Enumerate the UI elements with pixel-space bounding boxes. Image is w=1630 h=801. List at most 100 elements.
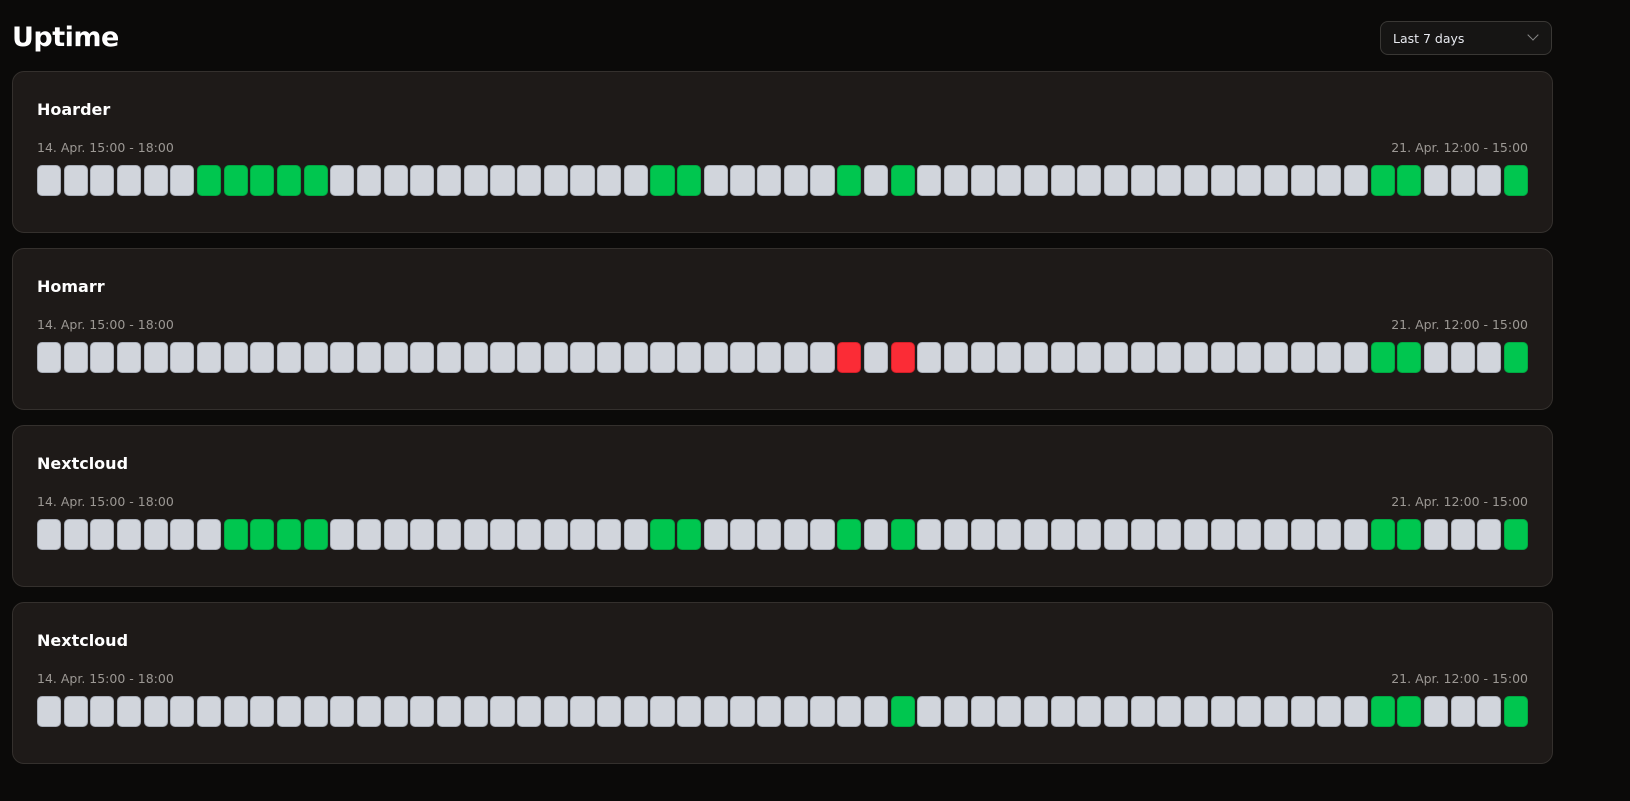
uptime-slot-none[interactable] bbox=[437, 342, 462, 373]
uptime-slot-none[interactable] bbox=[997, 519, 1022, 550]
uptime-slot-none[interactable] bbox=[837, 696, 862, 727]
uptime-slot-none[interactable] bbox=[1210, 696, 1235, 727]
uptime-slot-up[interactable] bbox=[303, 165, 328, 196]
uptime-slot-none[interactable] bbox=[597, 519, 622, 550]
uptime-slot-none[interactable] bbox=[570, 696, 595, 727]
uptime-slot-none[interactable] bbox=[783, 519, 808, 550]
uptime-slot-none[interactable] bbox=[490, 342, 515, 373]
uptime-slot-up[interactable] bbox=[250, 165, 275, 196]
uptime-slot-none[interactable] bbox=[970, 165, 995, 196]
uptime-slot-none[interactable] bbox=[197, 342, 222, 373]
uptime-slot-none[interactable] bbox=[410, 342, 435, 373]
uptime-slot-none[interactable] bbox=[570, 342, 595, 373]
uptime-slot-none[interactable] bbox=[703, 696, 728, 727]
uptime-slot-none[interactable] bbox=[357, 165, 382, 196]
uptime-slot-none[interactable] bbox=[943, 519, 968, 550]
uptime-slot-none[interactable] bbox=[543, 165, 568, 196]
uptime-slot-none[interactable] bbox=[1050, 165, 1075, 196]
uptime-slot-none[interactable] bbox=[90, 342, 115, 373]
uptime-slot-none[interactable] bbox=[970, 696, 995, 727]
uptime-slot-none[interactable] bbox=[303, 342, 328, 373]
uptime-slot-none[interactable] bbox=[90, 519, 115, 550]
uptime-slot-up[interactable] bbox=[277, 519, 302, 550]
uptime-slot-none[interactable] bbox=[570, 165, 595, 196]
uptime-slot-none[interactable] bbox=[517, 342, 542, 373]
uptime-slot-none[interactable] bbox=[730, 165, 755, 196]
uptime-slot-none[interactable] bbox=[383, 696, 408, 727]
uptime-slot-none[interactable] bbox=[783, 165, 808, 196]
uptime-slot-none[interactable] bbox=[703, 165, 728, 196]
uptime-slot-none[interactable] bbox=[623, 696, 648, 727]
uptime-slot-none[interactable] bbox=[623, 165, 648, 196]
uptime-slot-none[interactable] bbox=[757, 519, 782, 550]
uptime-slot-none[interactable] bbox=[1050, 696, 1075, 727]
uptime-slot-none[interactable] bbox=[1130, 696, 1155, 727]
uptime-slot-none[interactable] bbox=[37, 519, 62, 550]
uptime-slot-up[interactable] bbox=[650, 165, 675, 196]
uptime-slot-none[interactable] bbox=[917, 165, 942, 196]
uptime-slot-none[interactable] bbox=[1023, 696, 1048, 727]
uptime-slot-none[interactable] bbox=[970, 342, 995, 373]
uptime-slot-none[interactable] bbox=[1317, 165, 1342, 196]
uptime-slot-none[interactable] bbox=[303, 696, 328, 727]
uptime-slot-none[interactable] bbox=[1343, 519, 1368, 550]
uptime-slot-none[interactable] bbox=[543, 519, 568, 550]
uptime-slot-up[interactable] bbox=[1370, 165, 1395, 196]
uptime-slot-none[interactable] bbox=[1050, 519, 1075, 550]
uptime-slot-none[interactable] bbox=[1103, 696, 1128, 727]
uptime-slot-none[interactable] bbox=[1290, 165, 1315, 196]
uptime-slot-none[interactable] bbox=[1317, 696, 1342, 727]
uptime-slot-none[interactable] bbox=[783, 696, 808, 727]
uptime-slot-down[interactable] bbox=[890, 342, 915, 373]
uptime-slot-none[interactable] bbox=[650, 342, 675, 373]
uptime-slot-up[interactable] bbox=[890, 519, 915, 550]
uptime-slot-none[interactable] bbox=[37, 696, 62, 727]
uptime-slot-none[interactable] bbox=[1290, 696, 1315, 727]
uptime-slot-none[interactable] bbox=[170, 696, 195, 727]
uptime-slot-none[interactable] bbox=[1477, 519, 1502, 550]
uptime-slot-none[interactable] bbox=[1423, 519, 1449, 550]
uptime-slot-up[interactable] bbox=[1397, 696, 1422, 727]
uptime-slot-none[interactable] bbox=[63, 519, 88, 550]
uptime-slot-none[interactable] bbox=[1023, 342, 1048, 373]
uptime-slot-none[interactable] bbox=[1450, 519, 1475, 550]
uptime-slot-none[interactable] bbox=[143, 342, 168, 373]
uptime-slot-none[interactable] bbox=[810, 696, 835, 727]
uptime-slot-none[interactable] bbox=[463, 696, 488, 727]
uptime-slot-none[interactable] bbox=[90, 165, 115, 196]
uptime-slot-none[interactable] bbox=[1183, 342, 1208, 373]
uptime-slot-none[interactable] bbox=[463, 519, 488, 550]
uptime-slot-none[interactable] bbox=[597, 696, 622, 727]
uptime-slot-none[interactable] bbox=[490, 519, 515, 550]
uptime-slot-none[interactable] bbox=[623, 342, 648, 373]
uptime-slot-none[interactable] bbox=[330, 165, 355, 196]
uptime-slot-none[interactable] bbox=[463, 342, 488, 373]
uptime-slot-up[interactable] bbox=[1370, 519, 1395, 550]
uptime-slot-none[interactable] bbox=[197, 519, 222, 550]
uptime-slot-none[interactable] bbox=[1023, 519, 1048, 550]
uptime-slot-none[interactable] bbox=[437, 696, 462, 727]
uptime-slot-none[interactable] bbox=[1423, 696, 1449, 727]
uptime-slot-none[interactable] bbox=[357, 342, 382, 373]
uptime-slot-none[interactable] bbox=[37, 342, 62, 373]
uptime-slot-none[interactable] bbox=[117, 696, 142, 727]
uptime-slot-up[interactable] bbox=[1397, 519, 1422, 550]
uptime-slot-none[interactable] bbox=[1477, 696, 1502, 727]
uptime-slot-none[interactable] bbox=[1423, 165, 1449, 196]
uptime-slot-none[interactable] bbox=[543, 342, 568, 373]
uptime-slot-none[interactable] bbox=[1130, 519, 1155, 550]
uptime-slot-none[interactable] bbox=[330, 696, 355, 727]
uptime-slot-up[interactable] bbox=[1397, 165, 1422, 196]
uptime-slot-none[interactable] bbox=[917, 519, 942, 550]
uptime-slot-up[interactable] bbox=[303, 519, 328, 550]
uptime-slot-none[interactable] bbox=[490, 696, 515, 727]
uptime-slot-none[interactable] bbox=[1183, 165, 1208, 196]
uptime-slot-up[interactable] bbox=[1503, 165, 1529, 196]
uptime-slot-none[interactable] bbox=[1423, 342, 1449, 373]
uptime-slot-none[interactable] bbox=[757, 165, 782, 196]
uptime-slot-none[interactable] bbox=[1237, 696, 1262, 727]
uptime-slot-none[interactable] bbox=[1263, 342, 1288, 373]
uptime-slot-none[interactable] bbox=[1290, 342, 1315, 373]
uptime-slot-none[interactable] bbox=[703, 519, 728, 550]
uptime-slot-none[interactable] bbox=[650, 696, 675, 727]
